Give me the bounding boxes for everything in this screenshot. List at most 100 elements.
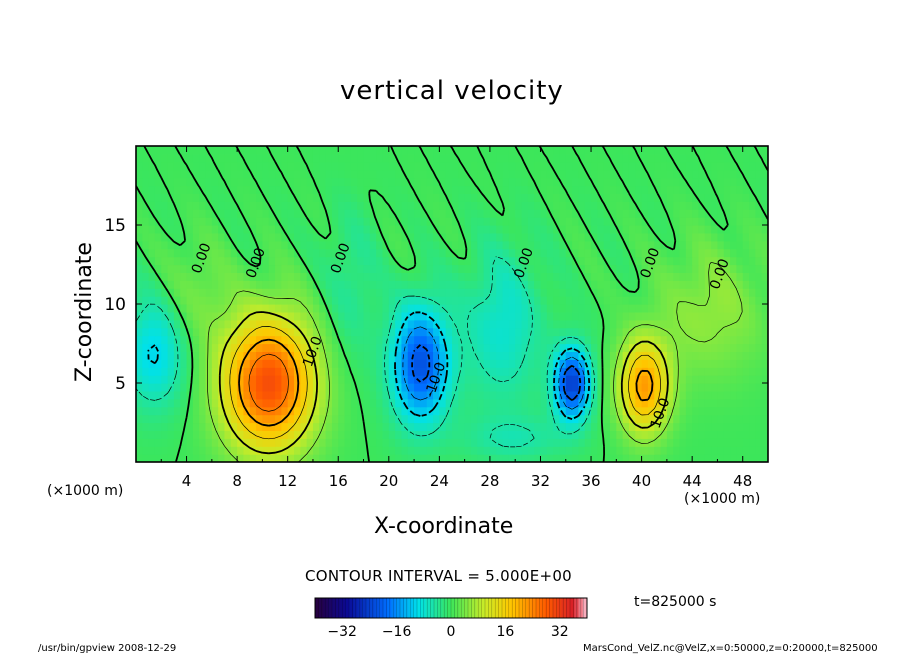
field-cell [331,351,339,360]
field-cell [275,367,282,376]
field-cell [628,264,636,273]
field-cell [154,280,162,289]
field-cell [578,185,586,194]
field-cell [717,430,725,439]
field-cell [294,209,301,218]
field-cell [344,248,352,258]
field-cell [363,264,371,273]
field-cell [395,209,403,218]
field-cell [730,169,737,179]
field-cell [275,280,282,289]
field-cell [154,430,162,439]
field-cell [363,201,371,210]
field-cell [489,438,497,447]
field-cell [584,256,592,266]
field-cell [199,390,207,400]
field-cell [540,153,548,163]
field-cell [218,225,226,234]
field-cell [761,454,768,462]
field-cell [237,153,245,163]
colorbar-cell [344,598,350,618]
field-cell [584,146,592,155]
field-cell [584,438,592,447]
field-cell [388,359,396,368]
field-cell [736,304,744,313]
field-cell [357,240,365,250]
field-cell [521,430,529,439]
field-cell [489,161,497,171]
field-cell [344,240,352,250]
y-tick-label: 15 [104,216,126,236]
field-cell [698,193,706,202]
field-cell [325,351,333,360]
field-cell [388,430,396,439]
field-cell [148,146,156,155]
field-cell [521,288,529,297]
field-cell [312,146,320,155]
field-cell [508,335,516,345]
field-cell [755,430,763,439]
field-cell [268,375,276,384]
field-cell [249,319,257,329]
field-cell [154,406,162,416]
contour-level [411,344,582,401]
field-cell [401,185,409,194]
field-cell [211,217,219,226]
field-cell [515,256,523,266]
field-cell [173,390,181,400]
field-cell [167,185,175,194]
field-cell [572,146,579,155]
field-cell [275,153,282,163]
field-cell [420,383,428,392]
colorbar-cell [417,598,422,618]
field-cell [572,193,579,202]
field-cell [344,185,352,194]
field-cell [477,422,485,431]
field-cell [559,146,567,155]
field-cell [186,359,194,368]
field-cell [673,319,681,329]
field-cell [717,367,725,376]
field-cell [192,209,200,218]
field-cell [723,169,731,179]
field-cell [325,225,333,234]
field-cell [534,153,542,163]
field-cell [325,319,333,329]
field-cell [161,422,169,431]
field-cell [142,430,150,439]
field-cell [350,209,358,218]
field-cell [654,327,662,337]
field-cell [749,343,756,352]
field-cell [407,446,415,455]
field-cell [407,288,415,297]
field-cell [445,146,453,155]
field-cell [496,232,504,242]
field-cell [736,367,744,376]
field-cell [515,232,523,242]
field-cell [338,335,346,345]
field-cell [540,438,548,447]
field-cell [723,201,731,210]
field-cell [256,304,263,313]
field-cell [325,446,333,455]
field-cell [142,161,150,171]
field-cell [426,296,434,305]
field-cell [711,406,719,416]
field-cell [660,304,668,313]
field-cell [407,311,415,321]
field-cell [591,177,598,187]
field-cell [357,146,365,155]
field-cell [218,240,226,250]
field-cell [761,335,768,345]
field-cell [199,438,207,447]
field-cell [742,185,750,194]
field-cell [192,319,200,329]
field-cell [230,406,238,416]
field-cell [736,351,744,360]
field-cell [458,169,466,179]
field-cell [230,232,238,242]
field-cell [300,398,308,408]
field-cell [464,335,472,345]
field-cell [268,217,276,226]
field-cell [534,422,542,431]
